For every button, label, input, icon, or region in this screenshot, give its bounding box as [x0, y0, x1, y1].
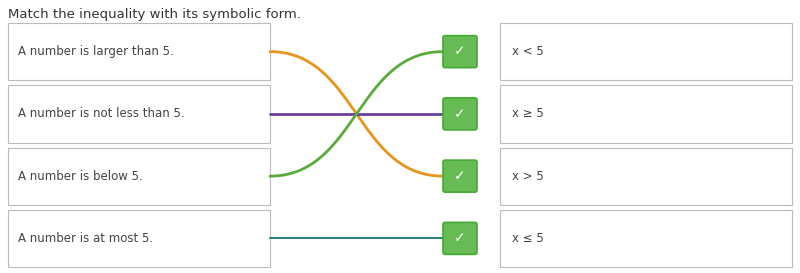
FancyBboxPatch shape	[500, 85, 792, 143]
FancyBboxPatch shape	[443, 35, 477, 68]
FancyBboxPatch shape	[443, 160, 477, 192]
FancyBboxPatch shape	[8, 23, 270, 80]
Text: A number is below 5.: A number is below 5.	[18, 170, 142, 183]
FancyBboxPatch shape	[8, 147, 270, 205]
Text: x > 5: x > 5	[512, 170, 544, 183]
FancyBboxPatch shape	[500, 23, 792, 80]
FancyBboxPatch shape	[443, 222, 477, 254]
Text: x ≥ 5: x ≥ 5	[512, 107, 544, 120]
Text: A number is not less than 5.: A number is not less than 5.	[18, 107, 185, 120]
Text: ✓: ✓	[454, 44, 466, 59]
Text: Match the inequality with its symbolic form.: Match the inequality with its symbolic f…	[8, 8, 301, 21]
FancyBboxPatch shape	[8, 85, 270, 143]
FancyBboxPatch shape	[443, 98, 477, 130]
FancyBboxPatch shape	[500, 210, 792, 267]
Text: ✓: ✓	[454, 169, 466, 183]
Text: ✓: ✓	[454, 107, 466, 121]
FancyBboxPatch shape	[500, 147, 792, 205]
FancyBboxPatch shape	[8, 210, 270, 267]
Text: A number is larger than 5.: A number is larger than 5.	[18, 45, 174, 58]
Text: ✓: ✓	[454, 232, 466, 245]
Text: A number is at most 5.: A number is at most 5.	[18, 232, 153, 245]
Text: x < 5: x < 5	[512, 45, 544, 58]
Text: x ≤ 5: x ≤ 5	[512, 232, 544, 245]
